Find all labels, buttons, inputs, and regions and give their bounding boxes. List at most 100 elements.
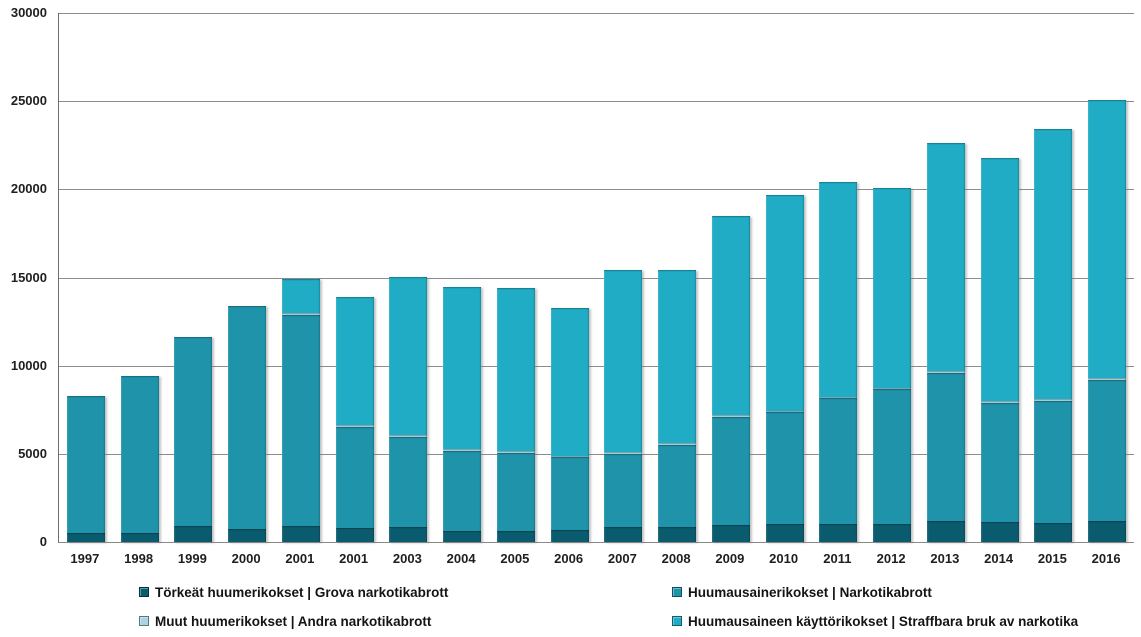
bar-11-2008 [658,269,697,542]
gridline-15000 [59,277,1134,279]
bars-container [59,13,1134,542]
bar-13-2010 [765,194,804,542]
legend-swatch-muut [139,616,149,626]
bar-6-2003 [389,276,428,542]
bar-8-2005 [496,288,535,542]
category-slot-15 [865,13,919,542]
bar-segment-kaytto [980,157,1019,401]
bar-segment-kaytto [926,142,965,371]
x-axis-tick-label: 2015 [1037,551,1067,566]
gridline-10000 [59,365,1134,367]
legend-swatch-torkeat [139,587,149,597]
bar-15-2012 [873,187,912,542]
bar-segment-narkotika [1088,379,1127,521]
bar-segment-torkeat [228,528,267,542]
y-axis-tick-label: 5000 [18,445,47,461]
bar-19-2016 [1088,100,1127,542]
bar-segment-torkeat [604,527,643,542]
bar-segment-narkotika [711,416,750,526]
category-slot-8 [489,13,543,542]
x-axis-tick-label: 2001 [285,551,315,566]
gridline-5000 [59,453,1134,455]
bar-segment-muut [389,435,428,438]
bar-1-1998 [120,376,159,542]
bar-9-2006 [550,307,589,542]
x-axis-tick-label: 2004 [446,551,476,566]
bar-2-1999 [174,336,213,542]
bar-segment-narkotika [120,376,159,534]
legend-item-muut: Muut huumerikokset | Andra narkotikabrot… [139,613,431,629]
x-axis-tick-label: 2007 [607,551,637,566]
bar-segment-muut [658,443,697,446]
bar-segment-kaytto [281,279,320,313]
bar-segment-muut [550,455,589,458]
bar-segment-kaytto [496,288,535,452]
bar-segment-narkotika [66,395,105,534]
category-slot-0 [59,13,113,542]
category-slot-9 [543,13,597,542]
category-slot-10 [597,13,651,542]
bar-14-2011 [819,182,858,542]
bar-segment-torkeat [120,533,159,542]
x-axis-tick-label: 2014 [984,551,1014,566]
bar-segment-torkeat [1088,520,1127,542]
y-axis-tick-label: 15000 [10,269,47,285]
bar-segment-muut [281,312,320,315]
category-slot-17 [973,13,1027,542]
x-axis-tick-label: 2006 [554,551,584,566]
category-slot-12 [704,13,758,542]
category-slot-2 [167,13,221,542]
bar-segment-narkotika [1034,400,1073,523]
bar-segment-narkotika [658,445,697,528]
x-axis-tick-label: 2011 [823,551,852,566]
bar-segment-torkeat [496,531,535,542]
legend-label-narkotika: Huumausainerikokset | Narkotikabrott [688,584,932,600]
y-axis-tick-label: 0 [39,534,47,549]
category-slot-11 [650,13,704,542]
bar-segment-muut [873,387,912,390]
bar-segment-muut [496,451,535,453]
x-axis-tick-label: 1998 [124,551,154,566]
bar-segment-torkeat [658,527,697,542]
bar-segment-muut [980,400,1019,403]
x-axis-tick-label: 1999 [177,551,207,566]
category-slot-14 [812,13,866,542]
bar-segment-narkotika [819,398,858,524]
gridline-20000 [59,189,1134,191]
bar-segment-torkeat [1034,522,1073,542]
gridline-30000 [59,13,1134,14]
bar-segment-kaytto [873,187,912,388]
bar-segment-torkeat [389,527,428,542]
category-slot-5 [328,13,382,542]
bar-segment-torkeat [174,526,213,542]
bar-segment-kaytto [711,215,750,416]
bar-segment-muut [335,424,374,427]
bar-segment-narkotika [335,426,374,528]
x-axis-tick-label: 2000 [231,551,261,566]
category-slot-7 [435,13,489,542]
bar-segment-torkeat [443,531,482,542]
bar-segment-kaytto [819,182,858,397]
bar-segment-torkeat [66,533,105,542]
x-axis-tick-label: 2013 [930,551,960,566]
legend-item-kaytto: Huumausaineen käyttörikokset | Straffbar… [672,613,1078,629]
bar-segment-torkeat [819,523,858,542]
gridline-25000 [59,101,1134,103]
bar-12-2009 [711,215,750,542]
bar-segment-torkeat [335,527,374,542]
y-axis-tick-label: 20000 [10,181,47,197]
category-slot-6 [382,13,436,542]
bar-segment-narkotika [389,437,428,528]
legend-item-narkotika: Huumausainerikokset | Narkotikabrott [672,584,932,600]
bar-segment-torkeat [765,523,804,542]
bar-4-2001 [281,279,320,542]
y-axis-tick-label: 25000 [10,93,47,109]
x-axis-tick-label: 2005 [500,551,530,566]
x-axis-tick-label: 1997 [70,551,100,566]
legend-label-muut: Muut huumerikokset | Andra narkotikabrot… [155,613,432,629]
bar-segment-narkotika [765,412,804,524]
bar-segment-narkotika [496,452,535,532]
bar-segment-torkeat [873,524,912,542]
legend-label-kaytto: Huumausaineen käyttörikokset | Straffbar… [688,613,1079,629]
